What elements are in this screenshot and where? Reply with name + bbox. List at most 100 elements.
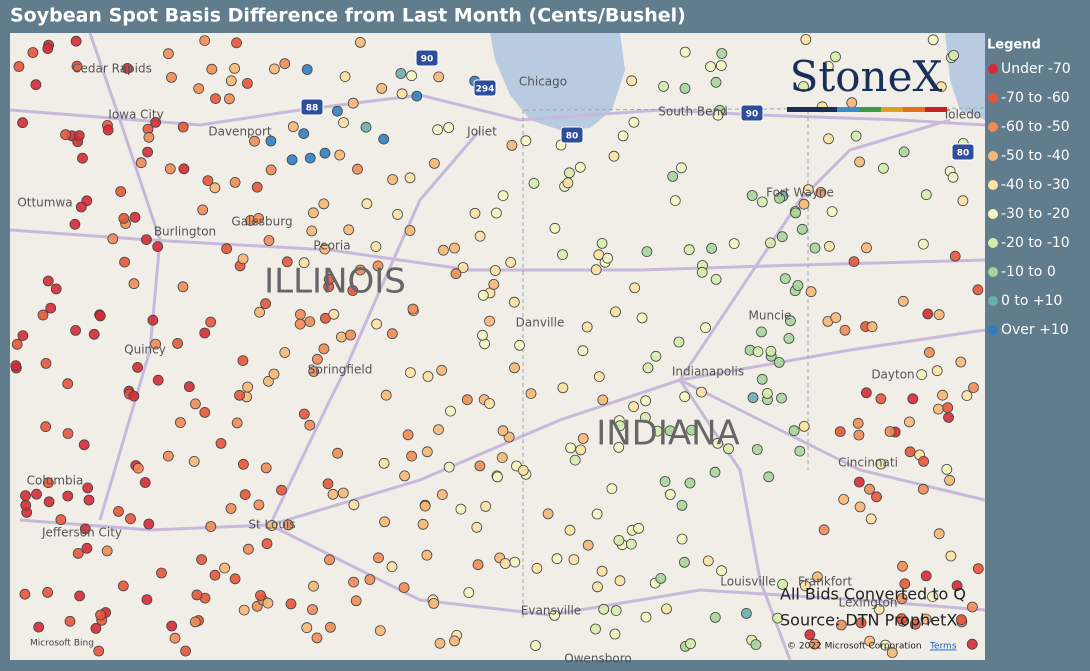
bid-point <box>174 417 186 428</box>
bid-point <box>942 402 954 414</box>
bid-point <box>861 242 872 254</box>
bid-point <box>709 612 721 623</box>
bid-point <box>765 237 776 249</box>
bid-point <box>221 243 233 255</box>
bid-point <box>772 612 783 624</box>
bid-point <box>798 420 810 432</box>
bid-point <box>238 604 250 616</box>
bid-point <box>777 579 788 590</box>
bid-point <box>517 464 529 476</box>
bid-point <box>276 484 287 496</box>
bid-point <box>871 491 882 503</box>
bid-point <box>830 51 841 63</box>
bid-point <box>143 518 155 530</box>
bid-point <box>898 146 910 158</box>
bid-point <box>152 241 164 253</box>
bid-point <box>73 130 85 142</box>
bid-point <box>927 34 939 46</box>
bid-point <box>45 302 57 314</box>
place-label: ILLINOIS <box>264 262 406 302</box>
bid-point <box>331 105 343 117</box>
bid-point <box>853 476 865 488</box>
bid-point <box>343 224 355 236</box>
bid-point <box>88 328 100 340</box>
bid-point <box>897 560 908 572</box>
legend-swatch <box>988 325 998 335</box>
bid-point <box>318 198 330 210</box>
bid-point <box>294 309 306 320</box>
bid-point <box>399 470 411 482</box>
terms-link[interactable]: Terms <box>929 642 957 652</box>
bid-point <box>143 131 155 143</box>
bid-point <box>472 559 484 571</box>
bid-point <box>70 35 82 47</box>
bid-point <box>387 174 399 185</box>
bid-point <box>70 324 81 336</box>
bid-point <box>577 345 589 357</box>
bid-point <box>17 330 29 342</box>
bid-point <box>617 130 629 142</box>
bid-point <box>361 198 373 210</box>
bid-point <box>42 275 54 287</box>
bid-point <box>602 252 613 264</box>
bid-point <box>324 554 335 566</box>
bid-point <box>655 573 667 584</box>
bid-point <box>650 350 662 362</box>
bid-point <box>428 598 440 609</box>
bid-point <box>809 638 821 650</box>
bid-point <box>261 538 273 550</box>
place-label: St Louis <box>248 518 295 532</box>
bid-point <box>304 419 316 431</box>
bid-point <box>69 218 81 230</box>
bid-point <box>281 256 293 268</box>
bid-point <box>835 619 847 631</box>
bid-point <box>81 542 93 554</box>
bid-point <box>896 593 908 604</box>
bid-point <box>298 257 310 269</box>
bid-point <box>348 499 360 511</box>
bid-point <box>82 482 94 494</box>
bid-point <box>774 192 785 204</box>
bid-point <box>373 552 384 564</box>
place-label: Galesburg <box>231 215 292 229</box>
bid-point <box>933 528 945 540</box>
bid-point <box>118 212 130 224</box>
bid-point <box>298 128 310 140</box>
bid-point <box>237 253 249 265</box>
bid-point <box>850 130 862 142</box>
bid-point <box>520 135 532 147</box>
bid-point <box>947 171 959 183</box>
bid-point <box>676 162 687 174</box>
bid-point <box>497 190 509 202</box>
bid-point <box>183 381 195 393</box>
bid-point <box>421 446 433 458</box>
bid-point <box>255 590 266 601</box>
place-label: Ottumwa <box>17 196 72 210</box>
legend-label: Over +10 <box>1001 322 1069 338</box>
bid-point <box>686 424 697 436</box>
bid-point <box>433 71 445 83</box>
bid-point <box>751 444 763 455</box>
bid-point <box>102 124 114 136</box>
bid-point <box>308 580 319 592</box>
bid-point <box>83 494 95 506</box>
bid-point <box>378 133 390 145</box>
bid-point <box>50 283 62 295</box>
bid-point <box>943 411 954 423</box>
bid-point <box>679 391 691 403</box>
bid-point <box>640 412 651 423</box>
bid-point <box>419 500 431 512</box>
bid-point <box>790 207 801 219</box>
bid-point <box>262 597 274 609</box>
bid-point <box>896 613 908 625</box>
place-label: Danville <box>516 316 565 330</box>
bid-point <box>499 558 511 569</box>
bid-point <box>506 139 518 151</box>
bid-point <box>664 425 676 437</box>
bid-point <box>951 580 963 592</box>
bid-point <box>562 177 574 189</box>
bid-point <box>162 48 174 60</box>
bid-point <box>376 83 388 94</box>
bid-point <box>659 476 671 487</box>
bid-point <box>676 533 688 545</box>
